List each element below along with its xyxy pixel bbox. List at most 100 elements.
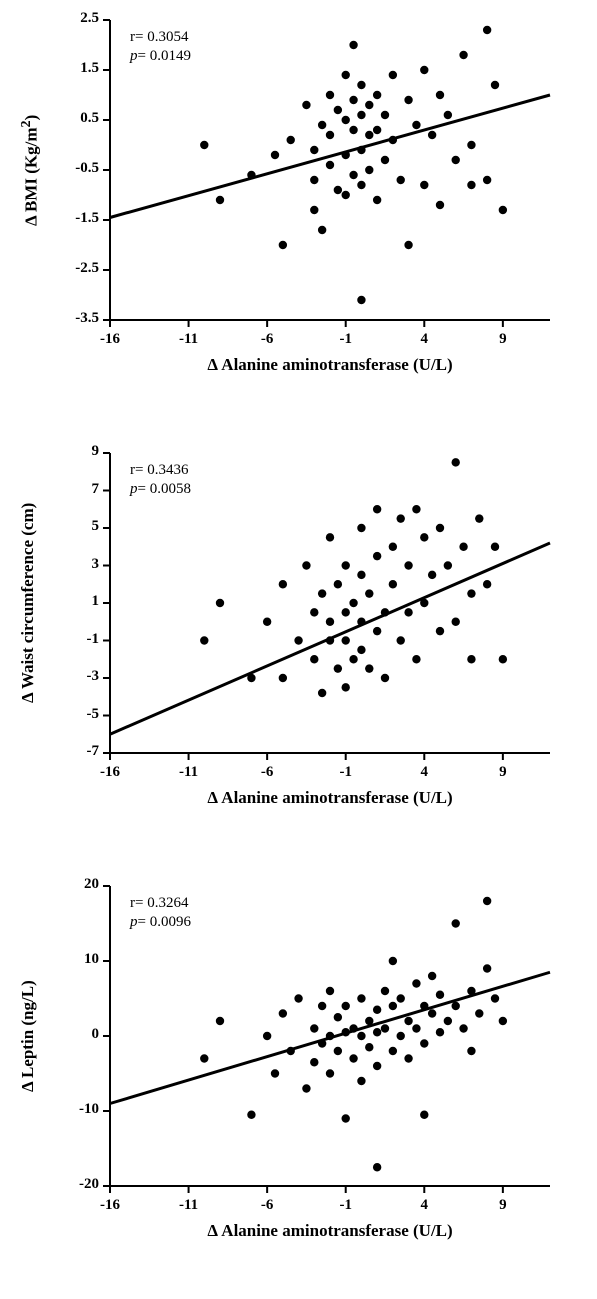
data-point bbox=[397, 994, 405, 1002]
data-point bbox=[420, 1039, 428, 1047]
x-tick-label: -11 bbox=[164, 331, 214, 348]
data-point bbox=[334, 580, 342, 588]
data-point bbox=[444, 561, 452, 569]
data-point bbox=[326, 161, 334, 169]
stats-p-value: p= 0.0058 bbox=[130, 480, 191, 499]
data-point bbox=[373, 627, 381, 635]
data-point bbox=[381, 674, 389, 682]
data-point bbox=[412, 505, 420, 513]
x-tick-label: 4 bbox=[399, 1197, 449, 1214]
data-point bbox=[404, 1017, 412, 1025]
data-point bbox=[467, 141, 475, 149]
data-point bbox=[373, 1006, 381, 1014]
data-point bbox=[357, 296, 365, 304]
data-point bbox=[294, 994, 302, 1002]
stats-r-value: r= 0.3054 bbox=[130, 28, 191, 47]
data-point bbox=[373, 126, 381, 134]
data-point bbox=[459, 51, 467, 59]
y-tick-label: -0.5 bbox=[49, 160, 99, 177]
data-point bbox=[499, 1017, 507, 1025]
panel-bmi: -3.5-2.5-1.5-0.50.51.52.5-16-11-6-149Δ B… bbox=[0, 0, 597, 433]
data-point bbox=[381, 111, 389, 119]
data-point bbox=[365, 664, 373, 672]
data-point bbox=[294, 636, 302, 644]
data-point bbox=[349, 41, 357, 49]
data-point bbox=[404, 608, 412, 616]
data-point bbox=[483, 176, 491, 184]
data-point bbox=[397, 636, 405, 644]
data-point bbox=[491, 994, 499, 1002]
data-point bbox=[342, 191, 350, 199]
data-point bbox=[452, 1002, 460, 1010]
data-point bbox=[404, 241, 412, 249]
stats-annotation: r= 0.3264p= 0.0096 bbox=[130, 894, 191, 932]
x-tick-label: -1 bbox=[321, 331, 371, 348]
data-point bbox=[389, 1002, 397, 1010]
data-point bbox=[349, 1024, 357, 1032]
y-tick-label: 3 bbox=[49, 556, 99, 573]
data-point bbox=[412, 1024, 420, 1032]
data-point bbox=[318, 589, 326, 597]
data-point bbox=[436, 991, 444, 999]
data-point bbox=[247, 171, 255, 179]
data-point bbox=[444, 1017, 452, 1025]
data-point bbox=[357, 646, 365, 654]
data-point bbox=[271, 1069, 279, 1077]
x-tick-label: 4 bbox=[399, 764, 449, 781]
data-point bbox=[483, 897, 491, 905]
data-point bbox=[373, 1062, 381, 1070]
data-point bbox=[436, 524, 444, 532]
data-point bbox=[247, 674, 255, 682]
data-point bbox=[200, 636, 208, 644]
data-point bbox=[373, 1028, 381, 1036]
data-point bbox=[428, 972, 436, 980]
x-tick-label: -1 bbox=[321, 1197, 371, 1214]
data-point bbox=[342, 71, 350, 79]
data-point bbox=[365, 131, 373, 139]
x-tick-label: -6 bbox=[242, 764, 292, 781]
y-tick-label: -3 bbox=[49, 668, 99, 685]
data-point bbox=[444, 111, 452, 119]
data-point bbox=[342, 683, 350, 691]
data-point bbox=[326, 618, 334, 626]
y-tick-label: -20 bbox=[49, 1176, 99, 1193]
data-point bbox=[342, 1114, 350, 1122]
data-point bbox=[389, 957, 397, 965]
data-point bbox=[279, 241, 287, 249]
data-point bbox=[381, 608, 389, 616]
data-point bbox=[373, 1163, 381, 1171]
data-point bbox=[499, 206, 507, 214]
data-point bbox=[467, 987, 475, 995]
data-point bbox=[310, 1058, 318, 1066]
data-point bbox=[365, 1017, 373, 1025]
x-tick-label: -6 bbox=[242, 1197, 292, 1214]
data-point bbox=[216, 196, 224, 204]
y-tick-label: 5 bbox=[49, 518, 99, 535]
data-point bbox=[357, 1077, 365, 1085]
data-point bbox=[334, 106, 342, 114]
stats-p-value: p= 0.0096 bbox=[130, 913, 191, 932]
data-point bbox=[491, 81, 499, 89]
data-point bbox=[310, 1024, 318, 1032]
data-point bbox=[483, 580, 491, 588]
x-tick-label: 4 bbox=[399, 331, 449, 348]
data-point bbox=[365, 166, 373, 174]
data-point bbox=[357, 146, 365, 154]
data-point bbox=[467, 1047, 475, 1055]
y-tick-label: -5 bbox=[49, 706, 99, 723]
y-tick-label: -1.5 bbox=[49, 210, 99, 227]
data-point bbox=[326, 636, 334, 644]
x-tick-label: -11 bbox=[164, 1197, 214, 1214]
data-point bbox=[342, 561, 350, 569]
data-point bbox=[279, 1009, 287, 1017]
y-tick-label: 0 bbox=[49, 1026, 99, 1043]
data-point bbox=[357, 524, 365, 532]
data-point bbox=[459, 1024, 467, 1032]
data-point bbox=[436, 201, 444, 209]
stats-r-value: r= 0.3436 bbox=[130, 461, 191, 480]
x-axis-label: Δ Alanine aminotransferase (U/L) bbox=[110, 788, 550, 808]
data-point bbox=[499, 655, 507, 663]
data-point bbox=[357, 181, 365, 189]
data-point bbox=[342, 608, 350, 616]
data-point bbox=[334, 1013, 342, 1021]
